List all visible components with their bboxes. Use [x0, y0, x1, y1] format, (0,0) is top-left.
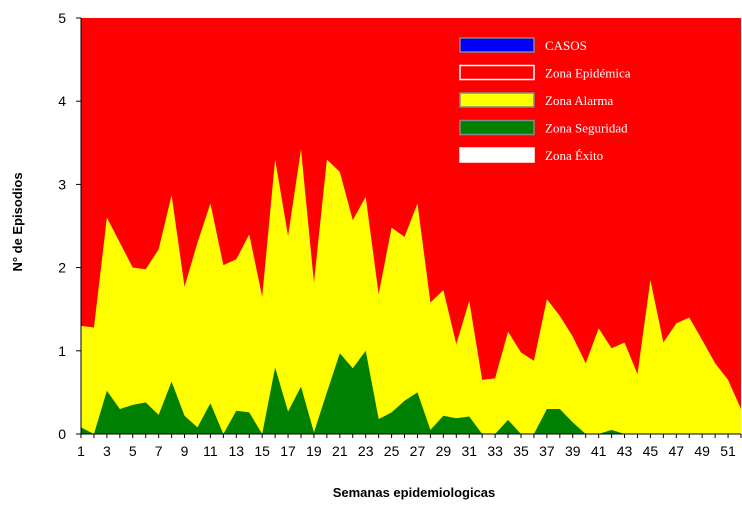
x-tick-label: 19: [306, 443, 322, 459]
x-tick-label: 49: [694, 443, 710, 459]
x-tick-label: 27: [410, 443, 426, 459]
x-tick-label: 3: [103, 443, 111, 459]
y-tick-label: 1: [58, 343, 66, 359]
y-tick-label: 3: [58, 176, 66, 192]
x-tick-label: 7: [155, 443, 163, 459]
x-tick-label: 37: [539, 443, 555, 459]
plot-area: [81, 18, 741, 434]
x-tick-label: 21: [332, 443, 348, 459]
x-tick-label: 29: [436, 443, 452, 459]
x-axis-title: Semanas epidemiologicas: [333, 485, 496, 500]
x-tick-label: 33: [487, 443, 503, 459]
x-tick-label: 9: [181, 443, 189, 459]
legend-label-zona-exito: Zona Éxito: [545, 148, 603, 163]
x-tick-label: 43: [617, 443, 633, 459]
x-tick-label: 25: [384, 443, 400, 459]
x-tick-label: 39: [565, 443, 581, 459]
legend: CASOS Zona Epidémica Zona Alarma Zona Segur…: [459, 37, 631, 163]
y-tick-label: 5: [58, 10, 66, 26]
area-zona-alarma: [81, 149, 741, 434]
y-tick-label: 0: [58, 426, 66, 442]
x-tick-label: 51: [720, 443, 736, 459]
legend-label-zona-seguridad: Zona Seguridad: [545, 121, 628, 136]
x-tick-label: 23: [358, 443, 374, 459]
x-tick-label: 11: [203, 443, 218, 459]
legend-swatch-zona-seguridad: [459, 119, 535, 136]
x-tick-label: 17: [280, 443, 296, 459]
x-tick-label: 41: [591, 443, 607, 459]
legend-swatch-zona-exito: [459, 147, 535, 163]
legend-label-zona-alarma: Zona Alarma: [545, 93, 613, 108]
legend-swatch-casos: [459, 37, 535, 53]
x-tick-label: 35: [513, 443, 529, 459]
area-zona-seguridad: [81, 350, 741, 434]
x-tick-label: 31: [461, 443, 477, 459]
y-axis-title: N° de Episodios: [10, 172, 25, 271]
x-tick-label: 5: [129, 443, 137, 459]
legend-swatch-zona-alarma: [459, 92, 535, 108]
legend-label-zona-epidemica: Zona Epidémica: [545, 66, 631, 81]
legend-swatch-zona-epidemica: [459, 64, 535, 81]
legend-label-casos: CASOS: [545, 38, 587, 53]
x-tick-label: 13: [229, 443, 245, 459]
y-tick-label: 2: [58, 260, 66, 276]
x-tick-label: 47: [669, 443, 685, 459]
x-tick-label: 45: [643, 443, 659, 459]
x-tick-label: 15: [254, 443, 270, 459]
x-tick-label: 1: [77, 443, 85, 459]
y-tick-label: 4: [58, 93, 66, 109]
